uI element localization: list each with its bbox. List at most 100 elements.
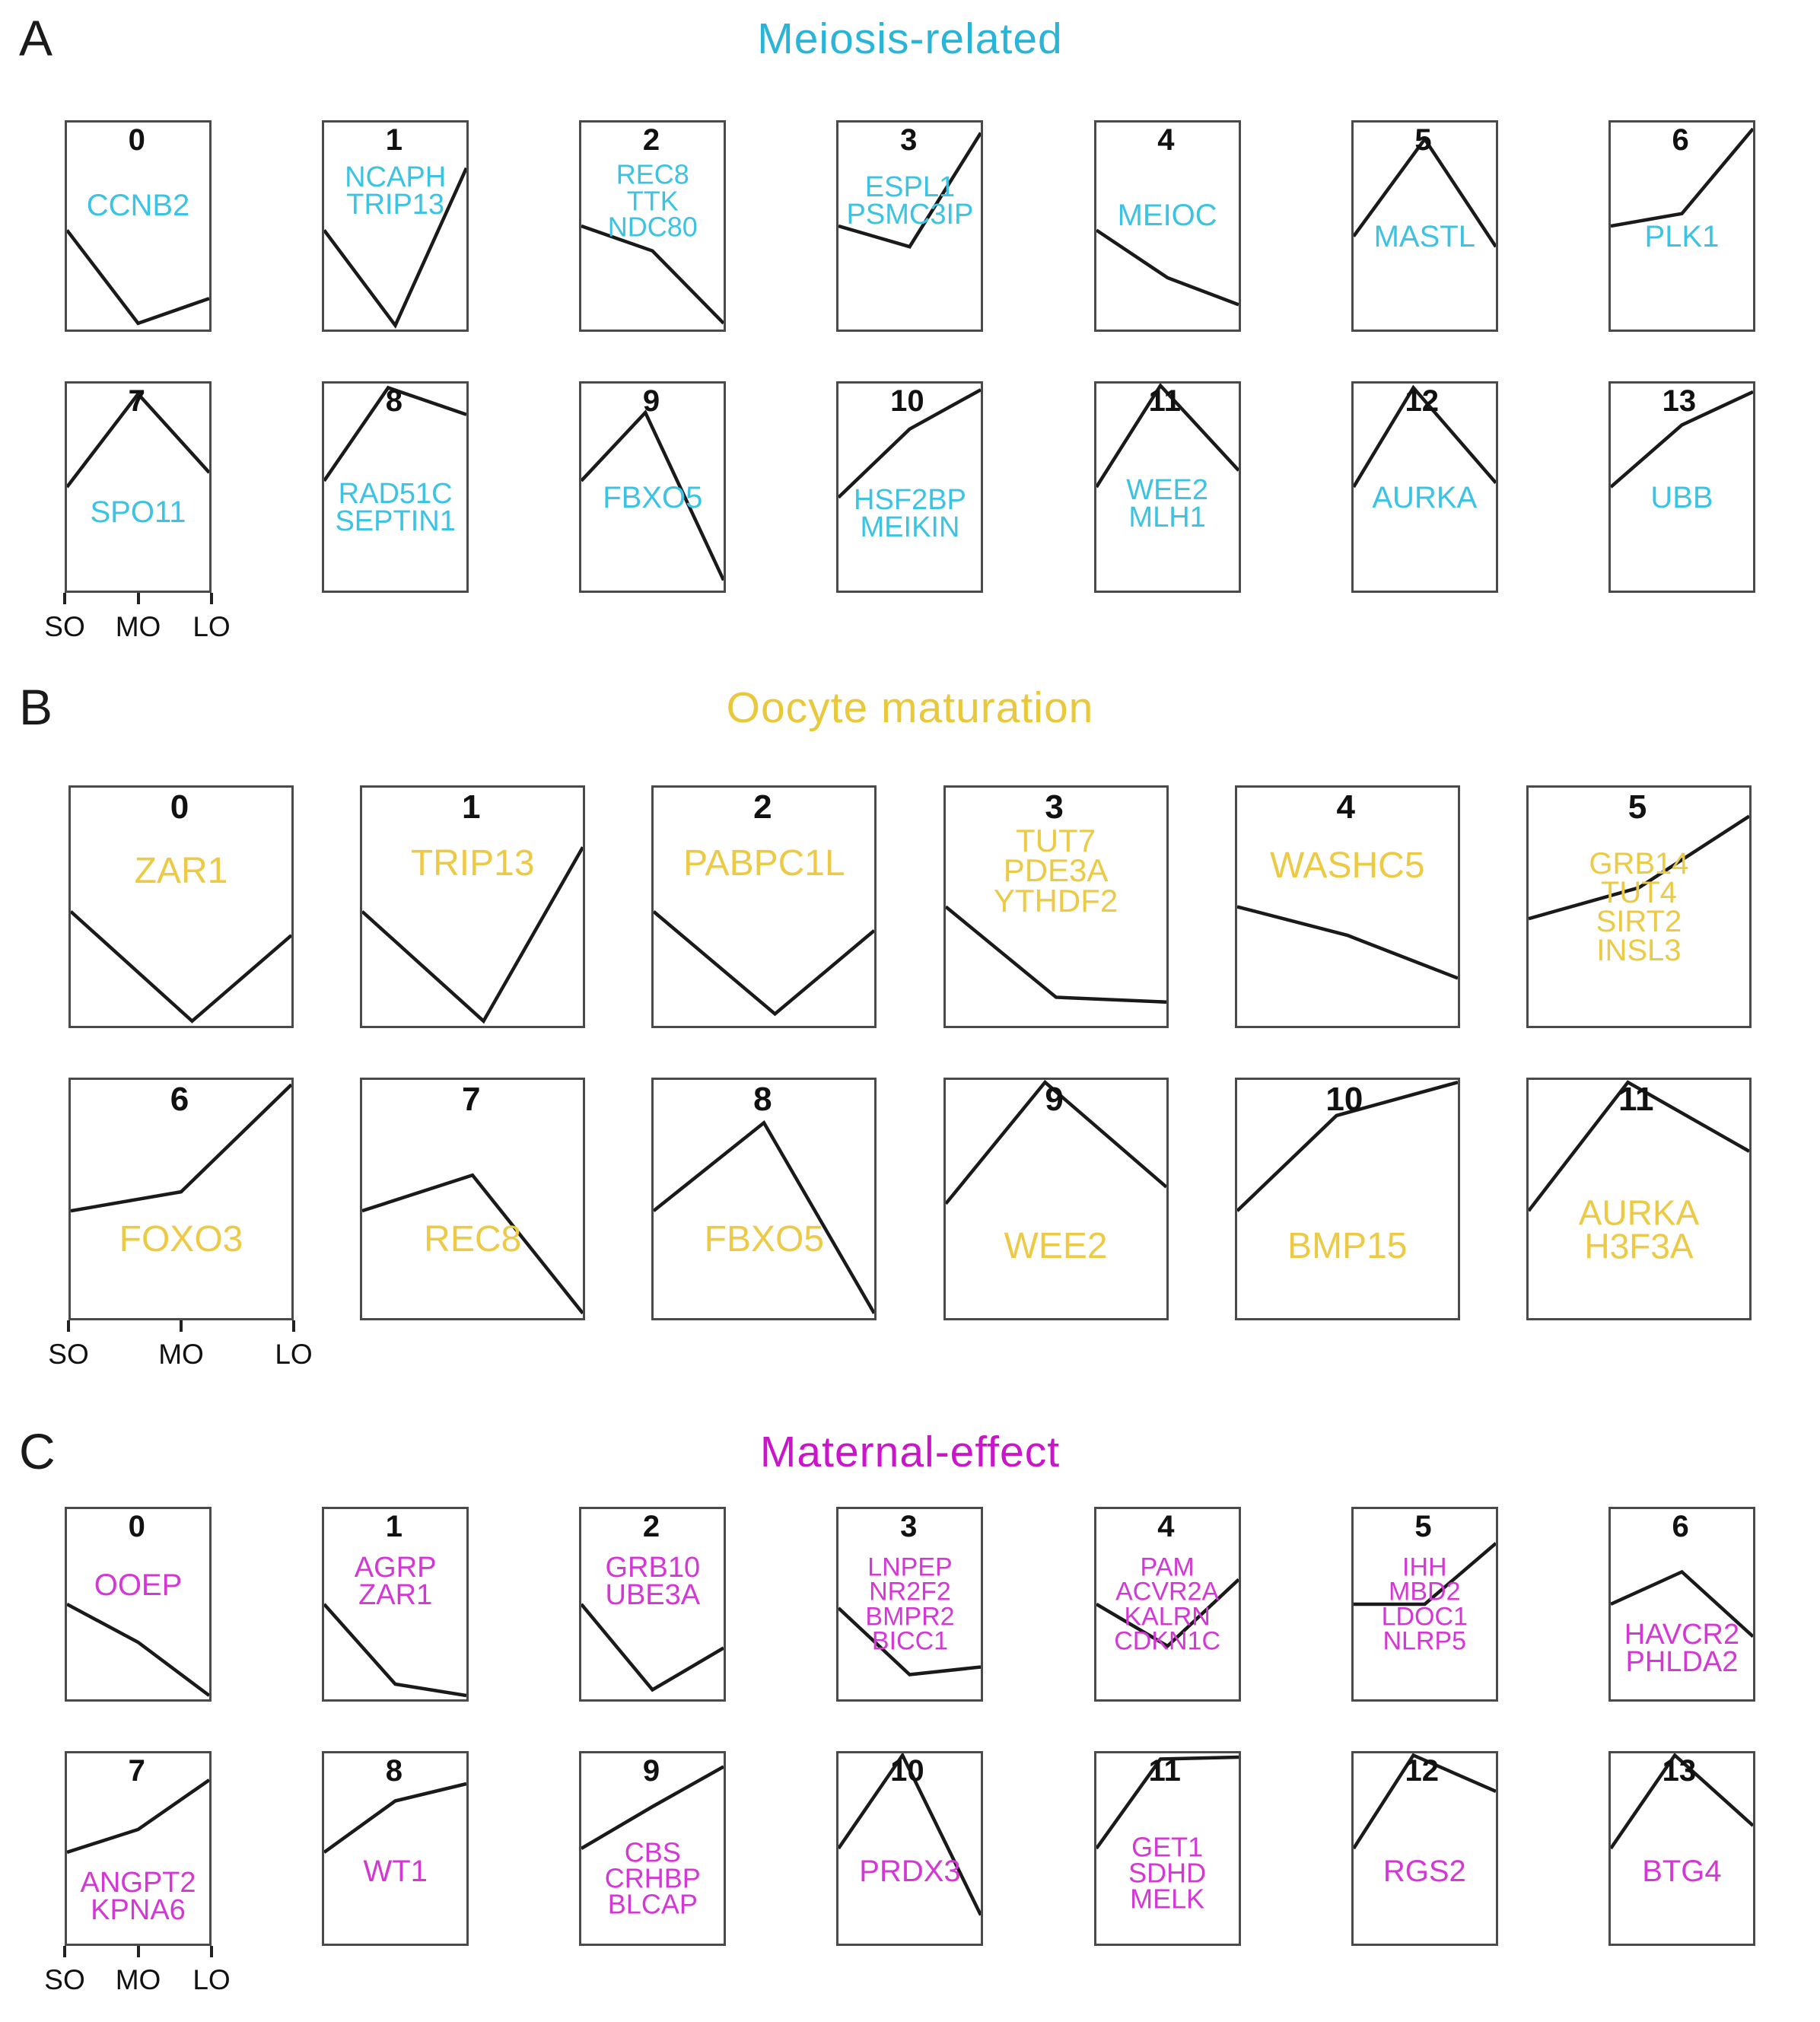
gene-labels: AGRP ZAR1 (354, 1551, 437, 1611)
trend-line-svg (654, 1080, 874, 1318)
facet-number: 8 (753, 1081, 772, 1118)
gene-labels: REC8 TTK NDC80 (607, 159, 698, 243)
facet-number: 2 (642, 123, 660, 157)
facet-number: 8 (385, 1754, 403, 1788)
gene-labels: PRDX3 (859, 1855, 961, 1888)
facet-C-5: 5 IHH MBD2 LDOC1 NLRP5 (1351, 1507, 1498, 1702)
gene-labels: ZAR1 (134, 850, 228, 891)
facet-number: 0 (128, 123, 145, 157)
facet-C-0: 0 OOEP (65, 1507, 212, 1702)
x-axis-label-MO: MO (115, 611, 161, 642)
x-axis-label-SO: SO (48, 1339, 89, 1370)
gene-labels: PLK1 (1644, 219, 1720, 253)
trend-line-svg (946, 1080, 1166, 1318)
gene-labels: MASTL (1373, 219, 1475, 253)
facet-number: 6 (1672, 1510, 1689, 1543)
facet-number: 0 (170, 788, 189, 826)
gene-labels: MEIOC (1117, 199, 1217, 233)
trend-line (324, 168, 466, 326)
facet-B-5: 5 GRB14 TUT4 SIRT2 INSL3 (1526, 785, 1752, 1028)
facet-number: 9 (642, 384, 660, 418)
facet-number: 8 (385, 384, 403, 418)
gene-labels: CBS CRHBP BLCAP (604, 1836, 701, 1921)
panel-B: B Oocyte maturation 0 ZAR1 1 TRIP13 2 PABPC1L 3 T… (0, 669, 1820, 1396)
trend-line-svg (1354, 123, 1496, 330)
gene-labels: BTG4 (1642, 1855, 1722, 1888)
trend-line (1096, 386, 1239, 487)
facet-number: 1 (385, 123, 403, 157)
facet-A-0: 0 CCNB2 (65, 120, 212, 332)
gene-labels: TUT7 PDE3A YTHDF2 (993, 822, 1118, 919)
facet-row-A-0: 0 CCNB2 1 NCAPH TRIP13 2 REC8 TTK NDC80 3 ESPL1 PSM… (0, 120, 1820, 332)
facet-number: 10 (890, 1754, 924, 1788)
x-axis-tick (136, 1946, 140, 1957)
x-axis-B: SO MO LO (48, 1320, 313, 1396)
trend-line (1237, 907, 1458, 979)
facet-C-6: 6 HAVCR2 PHLDA2 (1608, 1507, 1755, 1702)
gene-labels: IHH MBD2 LDOC1 NLRP5 (1381, 1552, 1468, 1656)
facet-A-3: 3 ESPL1 PSMC3IP (836, 120, 984, 332)
trend-line-svg (1096, 384, 1239, 591)
gene-labels: WASHC5 (1269, 845, 1425, 887)
facet-number: 0 (128, 1510, 145, 1543)
trend-line-svg (581, 123, 724, 330)
trend-line-svg (581, 384, 724, 591)
facet-A-2: 2 REC8 TTK NDC80 (579, 120, 727, 332)
trend-line (838, 1756, 981, 1915)
facet-row-A-1: 7 SPO11 8 RAD51C SEPTIN1 9 FBXO5 10 HSF2BP MEIKIN… (0, 381, 1820, 593)
facet-number: 7 (128, 384, 145, 418)
axis-row-B: SO MO LO (0, 1320, 1820, 1396)
facet-C-8: 8 WT1 (322, 1751, 469, 1946)
gene-labels: RAD51C SEPTIN1 (335, 478, 456, 538)
facet-number: 2 (642, 1510, 660, 1543)
trend-line (581, 226, 724, 323)
facet-C-7: 7 ANGPT2 KPNA6 (65, 1751, 212, 1946)
trend-line-svg (324, 384, 466, 591)
gene-labels: OOEP (94, 1568, 183, 1602)
trend-line (1096, 1757, 1239, 1848)
trend-line (1096, 1580, 1239, 1647)
trend-line-svg (1096, 1753, 1239, 1944)
facet-B-1: 1 TRIP13 (360, 785, 586, 1028)
trend-line (1354, 387, 1496, 487)
trend-line (654, 912, 874, 1014)
facet-C-12: 12 RGS2 (1351, 1751, 1498, 1946)
trend-line (946, 1082, 1166, 1204)
x-axis-label-LO: LO (275, 1339, 313, 1370)
facet-B-4: 4 WASHC5 (1234, 785, 1460, 1028)
facet-number: 10 (1325, 1081, 1363, 1118)
gene-labels: REC8 (424, 1218, 522, 1259)
trend-line-svg (1611, 1753, 1753, 1944)
trend-line (1611, 1756, 1753, 1849)
x-axis-label-LO: LO (192, 1964, 231, 1995)
trend-line (1529, 1082, 1749, 1211)
trend-line-svg (1611, 123, 1753, 330)
gene-labels: WEE2 (1004, 1226, 1108, 1267)
facet-number: 12 (1405, 384, 1439, 418)
trend-line (324, 387, 466, 480)
facet-B-7: 7 REC8 (360, 1078, 586, 1320)
facet-number: 7 (461, 1081, 481, 1118)
trend-line (71, 912, 291, 1021)
gene-labels: HSF2BP MEIKIN (854, 484, 966, 544)
panel-title: Maternal-effect (759, 1428, 1061, 1476)
x-axis-tick (63, 1946, 66, 1957)
facet-B-9: 9 WEE2 (943, 1078, 1169, 1320)
panel-header-B: B Oocyte maturation (0, 679, 1820, 744)
gene-labels: PABPC1L (683, 843, 845, 884)
x-axis-tick (136, 593, 140, 604)
facet-C-10: 10 PRDX3 (836, 1751, 984, 1946)
facet-number: 13 (1662, 1754, 1697, 1788)
trend-line (324, 1784, 466, 1852)
panel-title: Meiosis-related (757, 14, 1063, 63)
facet-A-11: 11 WEE2 MLH1 (1093, 381, 1241, 593)
trend-line-svg (1611, 1509, 1753, 1699)
axis-row-A: SO MO LO (0, 593, 1820, 669)
trend-line (67, 394, 209, 487)
facet-row-B-1: 6 FOXO3 7 REC8 8 FBXO5 9 WEE2 10 BMP15 11 AURKA H3F3… (0, 1078, 1820, 1320)
trend-line-svg (1529, 788, 1749, 1026)
facet-row-C-1: 7 ANGPT2 KPNA6 8 WT1 9 CBS CRHBP BLCAP 10 PRDX3 11 G… (0, 1751, 1820, 1946)
facet-number: 10 (890, 384, 924, 418)
trend-line-svg (946, 788, 1166, 1026)
